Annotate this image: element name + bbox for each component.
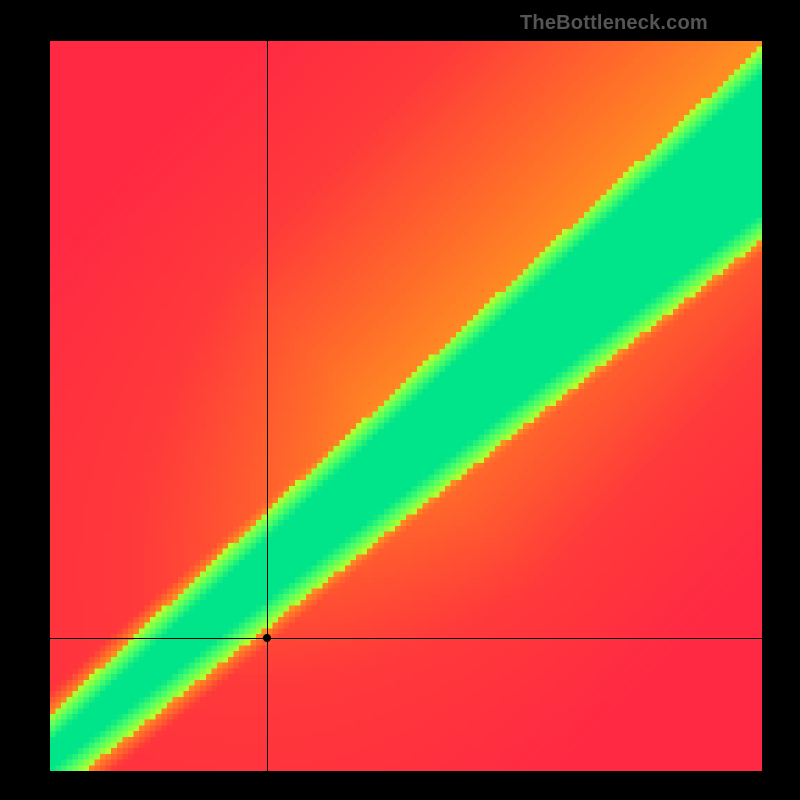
watermark-text: TheBottleneck.com bbox=[520, 12, 708, 35]
data-point-marker bbox=[263, 634, 271, 642]
chart-container: TheBottleneck.com bbox=[0, 0, 800, 800]
crosshair-vertical bbox=[267, 41, 268, 771]
crosshair-horizontal bbox=[50, 638, 762, 639]
bottleneck-heatmap bbox=[50, 41, 762, 771]
